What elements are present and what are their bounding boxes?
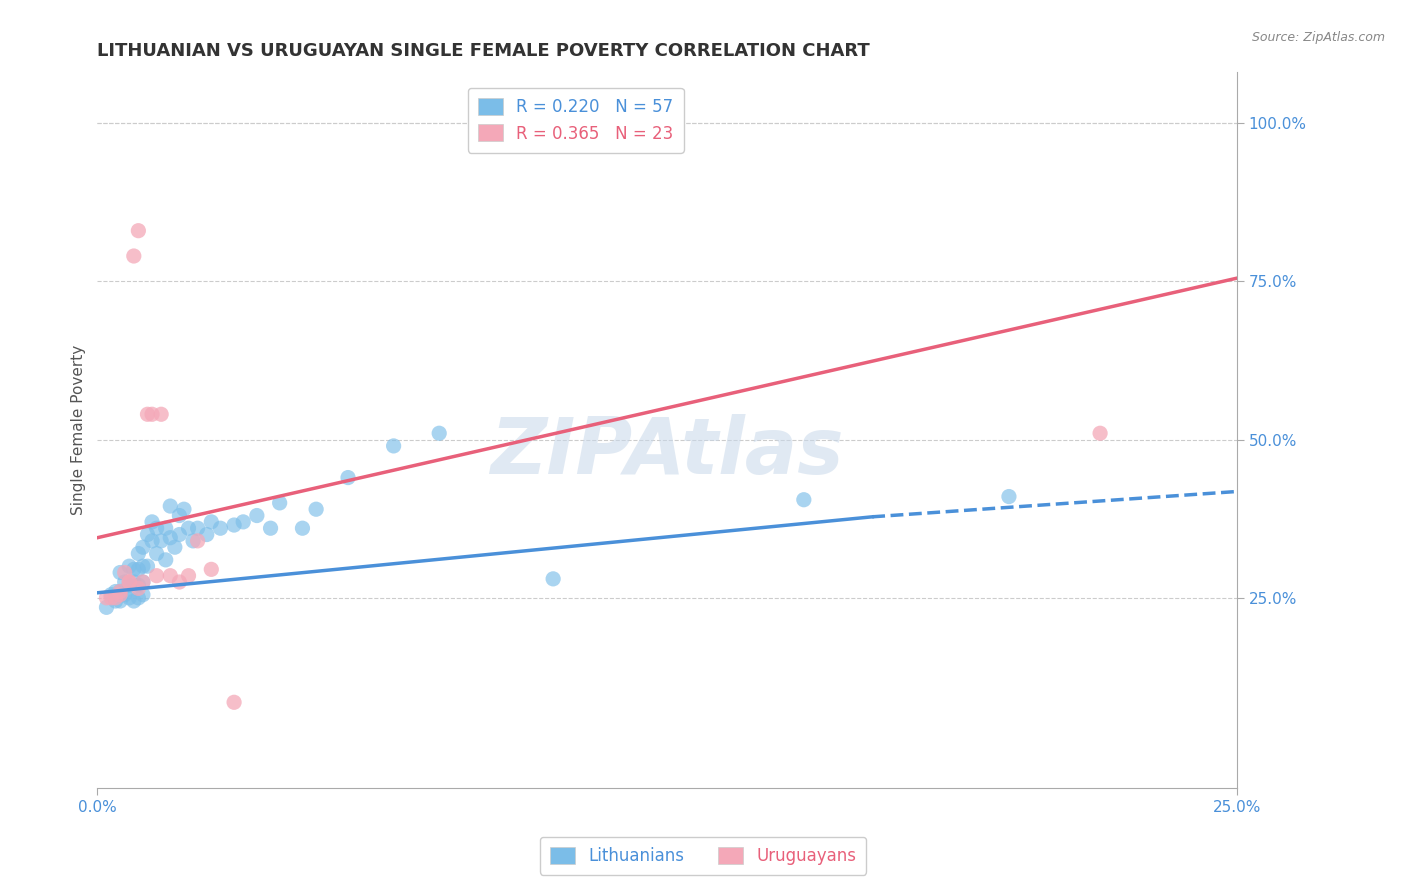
Point: [96, 600, 118, 615]
Point: [150, 407, 173, 421]
Point: [127, 224, 149, 238]
Point: [222, 518, 245, 533]
Point: [222, 695, 245, 709]
Legend: Lithuanians, Uruguayans: Lithuanians, Uruguayans: [540, 837, 866, 875]
Point: [187, 521, 209, 535]
Point: [163, 540, 186, 554]
Point: [118, 574, 141, 589]
Y-axis label: Single Female Poverty: Single Female Poverty: [72, 345, 86, 516]
Legend: R = 0.220   N = 57, R = 0.365   N = 23: R = 0.220 N = 57, R = 0.365 N = 23: [468, 88, 683, 153]
Point: [177, 568, 200, 582]
Text: ZIPAtlas: ZIPAtlas: [491, 414, 844, 490]
Point: [136, 527, 159, 541]
Point: [200, 515, 222, 529]
Point: [181, 533, 204, 548]
Point: [118, 578, 141, 592]
Point: [200, 562, 222, 576]
Point: [541, 572, 564, 586]
Point: [100, 591, 122, 605]
Point: [114, 574, 136, 589]
Point: [104, 584, 127, 599]
Point: [173, 502, 195, 516]
Point: [145, 521, 167, 535]
Point: [104, 591, 127, 605]
Point: [122, 594, 145, 608]
Point: [141, 533, 163, 548]
Point: [150, 533, 173, 548]
Point: [155, 553, 177, 567]
Point: [427, 426, 450, 441]
Point: [132, 540, 155, 554]
Point: [132, 574, 155, 589]
Point: [122, 249, 145, 263]
Point: [159, 531, 181, 545]
Point: [114, 588, 136, 602]
Point: [155, 521, 177, 535]
Point: [108, 584, 131, 599]
Point: [127, 547, 149, 561]
Point: [246, 508, 269, 523]
Point: [118, 574, 141, 589]
Point: [122, 574, 145, 589]
Point: [793, 492, 815, 507]
Point: [291, 521, 314, 535]
Text: LITHUANIAN VS URUGUAYAN SINGLE FEMALE POVERTY CORRELATION CHART: LITHUANIAN VS URUGUAYAN SINGLE FEMALE PO…: [97, 42, 870, 60]
Point: [259, 521, 281, 535]
Point: [118, 559, 141, 574]
Point: [127, 582, 149, 596]
Text: Source: ZipAtlas.com: Source: ZipAtlas.com: [1251, 31, 1385, 45]
Point: [114, 566, 136, 580]
Point: [177, 521, 200, 535]
Point: [195, 527, 218, 541]
Point: [337, 470, 360, 484]
Point: [108, 594, 131, 608]
Point: [127, 578, 149, 592]
Point: [127, 562, 149, 576]
Point: [169, 574, 191, 589]
Point: [141, 515, 163, 529]
Point: [100, 588, 122, 602]
Point: [132, 574, 155, 589]
Point: [145, 547, 167, 561]
Point: [169, 527, 191, 541]
Point: [145, 568, 167, 582]
Point: [132, 588, 155, 602]
Point: [136, 559, 159, 574]
Point: [187, 533, 209, 548]
Point: [122, 562, 145, 576]
Point: [136, 407, 159, 421]
Point: [159, 568, 181, 582]
Point: [269, 496, 291, 510]
Point: [108, 588, 131, 602]
Point: [232, 515, 254, 529]
Point: [305, 502, 328, 516]
Point: [159, 499, 181, 513]
Point: [209, 521, 232, 535]
Point: [382, 439, 405, 453]
Point: [108, 566, 131, 580]
Point: [998, 490, 1021, 504]
Point: [132, 559, 155, 574]
Point: [1088, 426, 1111, 441]
Point: [127, 591, 149, 605]
Point: [141, 407, 163, 421]
Point: [169, 508, 191, 523]
Point: [96, 591, 118, 605]
Point: [118, 591, 141, 605]
Point: [104, 594, 127, 608]
Point: [108, 584, 131, 599]
